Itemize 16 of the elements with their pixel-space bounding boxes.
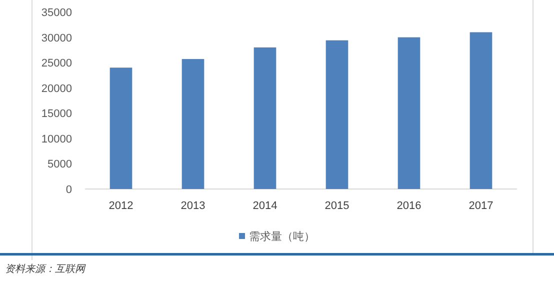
legend-label: 需求量（吨）	[249, 230, 315, 243]
y-tick-label: 30000	[41, 32, 72, 44]
y-tick-label: 15000	[41, 108, 72, 120]
x-tick-label: 2015	[324, 200, 350, 212]
y-tick-label: 10000	[41, 133, 72, 146]
y-tick-label: 35000	[41, 7, 72, 19]
y-tick-label: 5000	[48, 158, 72, 171]
text: 资料来源：互联网	[5, 263, 86, 275]
x-tick-label: 2017	[468, 200, 494, 212]
y-tick-label: 25000	[41, 58, 72, 70]
x-tick-label: 2014	[252, 200, 278, 212]
x-tick-label: 2016	[396, 200, 422, 212]
x-tick-label: 2013	[180, 200, 206, 212]
y-tick-label: 20000	[41, 82, 72, 95]
y-tick-label: 0	[66, 184, 72, 196]
x-tick-label: 2012	[108, 200, 134, 212]
